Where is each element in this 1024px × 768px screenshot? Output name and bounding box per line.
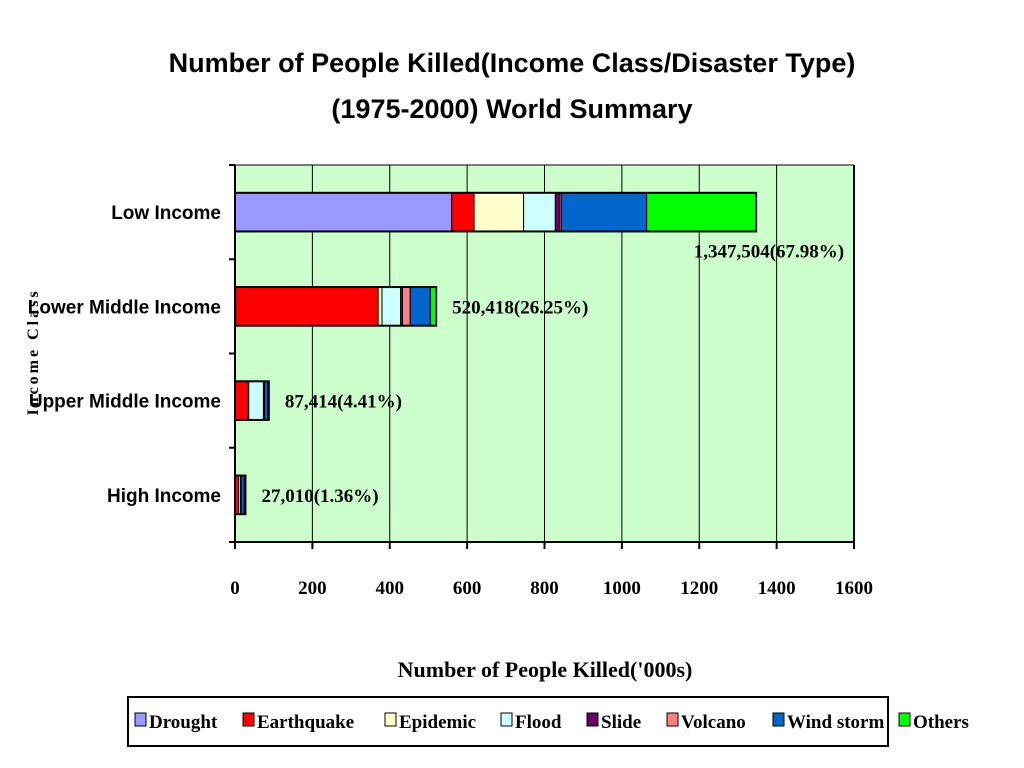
bar-segment	[473, 192, 525, 232]
x-tick-label: 400	[376, 578, 405, 599]
x-tick-label: 1000	[603, 578, 641, 599]
category-labels: Low Income Lower Middle Income Upper Middl…	[28, 203, 221, 507]
bar-segment	[248, 380, 264, 421]
bars	[234, 191, 758, 516]
bar-segment	[409, 286, 431, 327]
x-tick-label: 0	[230, 578, 240, 599]
legend-label: Others	[913, 712, 969, 733]
data-label: 520,418(26.25%)	[452, 297, 588, 318]
bar-segment	[451, 192, 475, 232]
bar-segment	[561, 192, 648, 232]
x-tick-label: 800	[530, 578, 559, 599]
x-tick-label: 200	[298, 578, 327, 599]
bar-segment	[234, 192, 453, 232]
legend-swatch	[500, 712, 513, 727]
legend-swatch	[134, 712, 147, 727]
legend-label: Slide	[601, 712, 641, 733]
chart-title-line-2: (1975-2000) World Summary	[331, 94, 692, 124]
x-ticks: 0 200 400 600 800 1000 1200 1400 1600	[230, 542, 873, 599]
bar-segment	[523, 192, 556, 232]
bar-segment	[381, 286, 402, 327]
x-tick-label: 1600	[835, 578, 873, 599]
legend-swatch	[384, 712, 397, 727]
legend: Drought Earthquake Epidemic Flood Slide Volca…	[134, 712, 969, 733]
legend-label: Volcano	[681, 712, 746, 733]
legend-swatch	[666, 712, 679, 727]
legend-swatch	[772, 712, 785, 727]
legend-swatch	[242, 712, 255, 727]
x-axis-title: Number of People Killed('000s)	[398, 657, 693, 682]
bar-segment	[402, 286, 411, 327]
bar-segment	[377, 286, 383, 327]
category-label: Lower Middle Income	[28, 297, 221, 318]
category-label: Upper Middle Income	[29, 392, 221, 413]
chart-title-line-1: Number of People Killed(Income Class/Dis…	[169, 48, 856, 78]
bar-segment	[646, 192, 757, 232]
legend-label: Flood	[515, 712, 562, 733]
data-labels: 1,347,504(67.98%) 520,418(26.25%) 87,414(4…	[261, 241, 844, 506]
legend-label: Epidemic	[399, 712, 476, 733]
legend-swatch	[898, 712, 911, 727]
legend-swatch	[586, 712, 599, 727]
legend-label: Wind storm	[787, 712, 884, 733]
category-label: Low Income	[111, 203, 221, 224]
legend-label: Earthquake	[257, 712, 354, 733]
bar-segment	[235, 286, 379, 327]
data-label: 27,010(1.36%)	[261, 486, 378, 507]
data-label: 1,347,504(67.98%)	[694, 241, 844, 262]
x-tick-label: 1400	[758, 578, 796, 599]
x-tick-label: 600	[453, 578, 482, 599]
legend-label: Drought	[149, 712, 218, 733]
bar-segment	[234, 380, 249, 421]
bar-segment	[554, 192, 561, 232]
category-label: High Income	[107, 486, 221, 507]
x-tick-label: 1200	[680, 578, 718, 599]
data-label: 87,414(4.41%)	[285, 392, 402, 413]
y-axis-title: Income Class	[25, 288, 42, 415]
